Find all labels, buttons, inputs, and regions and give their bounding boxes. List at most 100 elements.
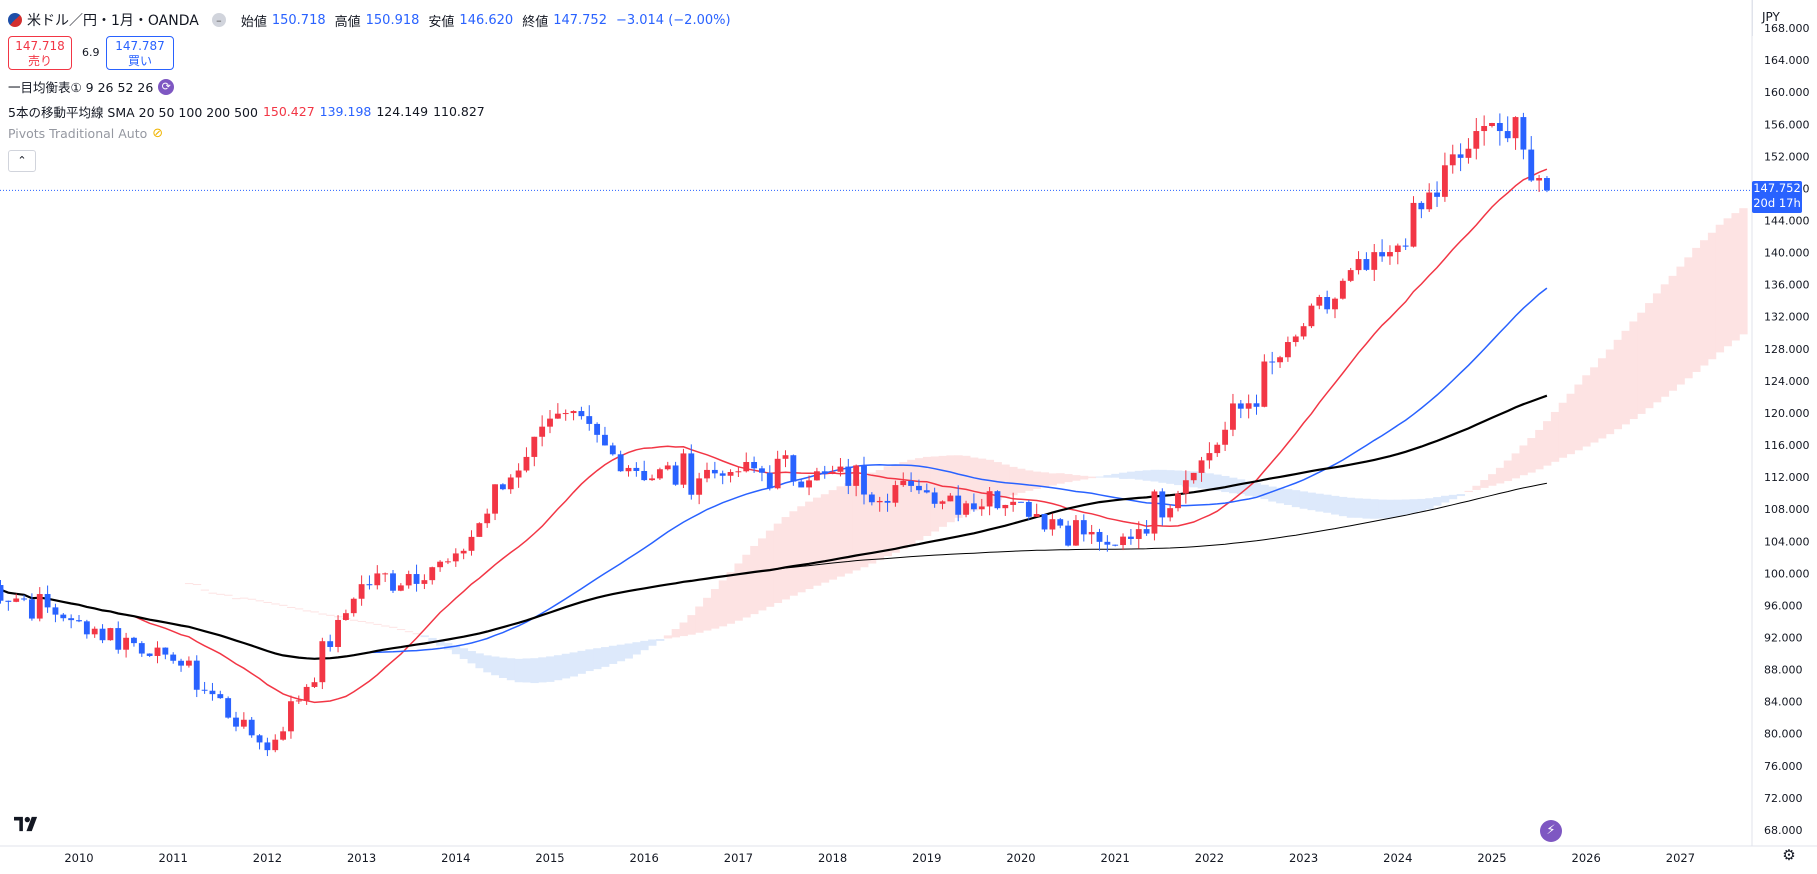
candle-body[interactable] [1167, 508, 1174, 518]
candle-body[interactable] [1127, 536, 1134, 539]
candle-body[interactable] [1292, 336, 1299, 343]
candle-body[interactable] [0, 585, 4, 601]
candle-body[interactable] [1394, 245, 1401, 253]
candle-body[interactable] [1300, 326, 1307, 337]
candle-body[interactable] [1018, 501, 1024, 503]
candle-body[interactable] [248, 719, 255, 736]
candle-body[interactable] [1339, 280, 1346, 299]
candle-body[interactable] [986, 491, 993, 507]
buy-button[interactable]: 147.787 買い [106, 36, 174, 70]
candle-body[interactable] [1151, 491, 1158, 534]
candle-body[interactable] [272, 739, 279, 751]
candle-body[interactable] [876, 500, 883, 503]
candle-body[interactable] [696, 478, 703, 495]
candle-body[interactable] [868, 494, 875, 503]
candle-body[interactable] [1347, 270, 1354, 281]
candle-body[interactable] [44, 594, 51, 608]
candle-body[interactable] [288, 701, 294, 732]
candle-body[interactable] [798, 481, 805, 488]
candle-body[interactable] [115, 628, 122, 650]
candle-body[interactable] [970, 503, 977, 510]
candle-body[interactable] [1230, 403, 1236, 430]
candle-body[interactable] [437, 561, 444, 568]
candle-body[interactable] [1190, 472, 1197, 481]
candle-body[interactable] [240, 719, 247, 727]
candle-body[interactable] [539, 426, 546, 437]
candle-body[interactable] [1434, 192, 1440, 197]
candle-body[interactable] [1379, 252, 1386, 257]
candle-body[interactable] [1284, 342, 1291, 358]
candle-body[interactable] [1120, 536, 1126, 546]
candle-body[interactable] [625, 467, 632, 472]
candle-body[interactable] [1175, 493, 1181, 509]
candle-body[interactable] [13, 598, 20, 602]
candle-body[interactable] [99, 628, 106, 641]
candle-body[interactable] [452, 553, 459, 562]
candle-body[interactable] [311, 682, 318, 687]
candle-body[interactable] [131, 637, 137, 644]
candle-body[interactable] [1096, 531, 1103, 542]
candle-body[interactable] [1324, 297, 1331, 310]
candle-body[interactable] [201, 689, 208, 691]
candle-body[interactable] [60, 614, 67, 619]
candle-body[interactable] [1504, 131, 1511, 139]
candle-body[interactable] [1410, 202, 1417, 247]
candle-body[interactable] [146, 653, 153, 656]
candle-body[interactable] [28, 599, 35, 619]
candle-body[interactable] [1182, 480, 1189, 494]
sell-button[interactable]: 147.718 売り [8, 36, 72, 70]
candle-body[interactable] [790, 455, 797, 482]
candle-body[interactable] [1049, 519, 1056, 530]
candle-body[interactable] [1057, 519, 1064, 526]
candle-body[interactable] [1135, 529, 1142, 539]
candle-body[interactable] [1496, 122, 1503, 132]
candle-body[interactable] [1237, 403, 1244, 409]
candle-body[interactable] [1025, 501, 1032, 517]
candle-body[interactable] [178, 660, 184, 666]
candle-body[interactable] [633, 467, 640, 471]
candle-body[interactable] [193, 660, 200, 690]
candle-body[interactable] [1159, 491, 1166, 518]
candle-body[interactable] [821, 471, 828, 474]
candle-body[interactable] [751, 461, 758, 469]
candle-body[interactable] [1316, 297, 1323, 306]
candle-body[interactable] [217, 694, 224, 699]
candle-body[interactable] [649, 478, 655, 481]
candle-body[interactable] [382, 573, 389, 575]
candle-body[interactable] [413, 574, 420, 584]
candle-body[interactable] [83, 621, 90, 635]
candle-body[interactable] [1418, 202, 1425, 210]
candle-body[interactable] [1363, 259, 1370, 270]
candle-body[interactable] [162, 647, 169, 655]
candle-body[interactable] [845, 466, 852, 486]
candle-body[interactable] [21, 598, 27, 600]
candle-body[interactable] [280, 731, 287, 740]
candle-body[interactable] [656, 469, 663, 479]
candle-body[interactable] [727, 472, 734, 476]
candle-body[interactable] [397, 585, 404, 591]
candle-body[interactable] [107, 628, 114, 641]
candle-body[interactable] [547, 418, 553, 427]
candle-body[interactable] [256, 735, 263, 743]
candle-body[interactable] [1033, 513, 1040, 517]
candle-body[interactable] [76, 620, 82, 622]
sma-legend[interactable]: 5本の移動平均線 SMA 20 50 100 200 500 150.427 1… [8, 102, 485, 121]
candle-body[interactable] [1269, 361, 1276, 363]
candle-body[interactable] [908, 480, 915, 486]
candle-body[interactable] [468, 536, 475, 551]
candle-body[interactable] [366, 584, 373, 586]
candle-body[interactable] [225, 698, 232, 718]
candle-body[interactable] [1222, 429, 1229, 445]
candle-body[interactable] [774, 458, 781, 489]
candle-body[interactable] [507, 477, 514, 490]
candle-body[interactable] [429, 567, 436, 581]
collapse-symbol-icon[interactable]: – [211, 13, 226, 27]
candle-body[interactable] [1002, 504, 1009, 509]
candle-body[interactable] [664, 465, 671, 470]
candle-body[interactable] [138, 643, 145, 654]
candle-body[interactable] [1143, 529, 1150, 534]
candle-body[interactable] [123, 637, 130, 650]
candle-body[interactable] [900, 480, 907, 486]
candle-body[interactable] [1214, 444, 1221, 454]
candle-body[interactable] [688, 453, 695, 495]
